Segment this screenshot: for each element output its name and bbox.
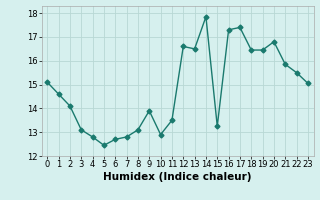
X-axis label: Humidex (Indice chaleur): Humidex (Indice chaleur) xyxy=(103,172,252,182)
